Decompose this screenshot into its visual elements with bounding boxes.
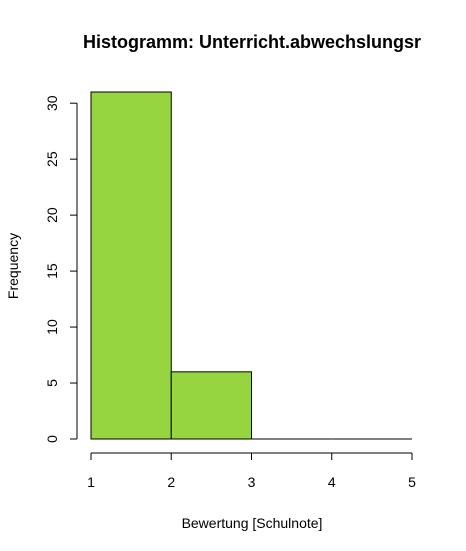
y-tick-label-15: 15 <box>44 263 60 279</box>
y-tick-label-5: 5 <box>44 379 60 387</box>
histogram-bar-1 <box>90 91 172 440</box>
y-tick-label-20: 20 <box>44 207 60 223</box>
y-tick-label-10: 10 <box>44 319 60 335</box>
bars-layer <box>90 91 412 440</box>
y-tick-label-0: 0 <box>44 435 60 443</box>
x-tick-label-5: 5 <box>408 474 416 490</box>
y-axis-label: Frequency <box>5 233 21 299</box>
y-tick-label-25: 25 <box>44 151 60 167</box>
x-tick-label-1: 1 <box>87 474 95 490</box>
x-tick-label-2: 2 <box>167 474 175 490</box>
x-axis: 1 2 3 4 5 <box>87 452 416 490</box>
x-axis-label: Bewertung [Schulnote] <box>182 515 323 531</box>
histogram-bar-2 <box>170 371 252 440</box>
y-axis: 0 5 10 15 20 25 30 <box>44 95 78 443</box>
chart-title: Histogramm: Unterricht.abwechslungsr <box>83 32 421 52</box>
x-tick-label-4: 4 <box>328 474 336 490</box>
y-tick-label-30: 30 <box>44 95 60 111</box>
x-tick-label-3: 3 <box>248 474 256 490</box>
